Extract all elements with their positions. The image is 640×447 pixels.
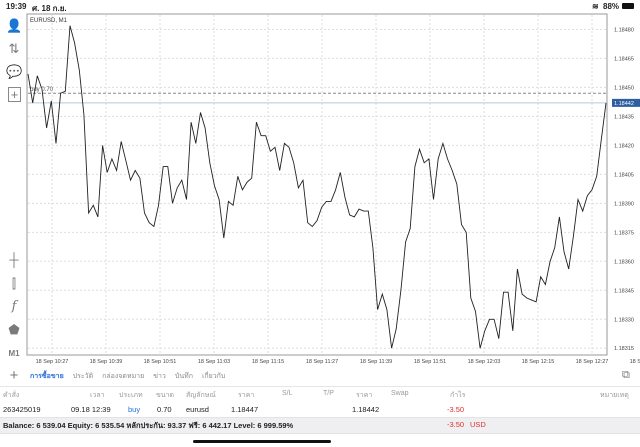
tab-history[interactable]: ประวัติ xyxy=(72,373,94,380)
symbol-label: EURUSD, M1 xyxy=(30,18,68,24)
order-price: 1.18442 xyxy=(352,405,380,414)
y-tick-label: 1.18330 xyxy=(614,317,634,323)
y-tick-label: 1.18405 xyxy=(614,172,634,178)
x-tick-label: 18 Sep 10:39 xyxy=(90,359,123,365)
objects-icon[interactable]: ⬟ xyxy=(8,322,20,337)
header-order: คำสั่ง xyxy=(3,392,20,399)
y-tick-label: 1.18480 xyxy=(614,27,634,33)
x-tick-label: 18 Sep 11:39 xyxy=(360,359,392,365)
x-tick-label: 18 Sep 12:39 xyxy=(630,359,640,365)
y-tick-label: 1.18420 xyxy=(614,143,634,149)
price-series-line xyxy=(27,25,607,349)
header-tp: T/P xyxy=(323,390,334,397)
x-tick-label: 18 Sep 11:51 xyxy=(414,359,446,365)
header-swap: Swap xyxy=(391,390,409,397)
order-type: buy xyxy=(128,405,141,414)
panel-layout-icon[interactable]: ⧉ xyxy=(622,369,630,381)
battery-percent: 88% xyxy=(603,2,620,11)
y-tick-label: 1.18360 xyxy=(614,259,634,265)
tab-journal[interactable]: บันทึก xyxy=(174,373,193,380)
price-chart[interactable]: 1.18480 1.18465 1.18450 1.18435 1.18420 1.184… xyxy=(0,0,640,368)
indicator-icon[interactable]: f xyxy=(11,299,17,314)
crosshair-icon[interactable]: ┼ xyxy=(9,252,19,267)
x-tick-label: 18 Sep 10:27 xyxy=(36,359,69,365)
x-tick-label: 18 Sep 11:15 xyxy=(252,359,284,365)
x-tick-label: 18 Sep 12:03 xyxy=(468,359,501,365)
y-tick-label: 1.18390 xyxy=(614,201,634,207)
home-indicator[interactable] xyxy=(193,440,331,443)
order-profit: -3.50 xyxy=(447,405,465,414)
x-tick-label: 18 Sep 11:27 xyxy=(306,359,338,365)
account-icon[interactable]: 👤 xyxy=(6,18,23,33)
header-type: ประเภท xyxy=(119,392,143,399)
header-symbol: สัญลักษณ์ xyxy=(186,392,216,399)
order-time: 09.18 12:39 xyxy=(71,405,111,414)
header-time: เวลา xyxy=(90,392,105,399)
battery-icon xyxy=(622,3,634,9)
order-id: 263425019 xyxy=(3,405,41,414)
header-open-price: ราคา xyxy=(238,392,255,399)
y-tick-label: 1.18345 xyxy=(614,288,634,294)
current-price-badge xyxy=(612,98,640,107)
header-volume: ขนาด xyxy=(156,392,175,399)
total-profit: -3.50 xyxy=(447,420,465,429)
new-order-icon[interactable]: + xyxy=(8,87,21,102)
profit-currency: USD xyxy=(470,420,486,429)
x-tick-label: 18 Sep 12:15 xyxy=(522,359,555,365)
header-comment: หมายเหตุ xyxy=(600,392,629,399)
divider xyxy=(0,386,640,387)
header-sl: S/L xyxy=(282,390,293,397)
bottom-tabs: การซื้อขาย ประวัติ กล่องจดหมาย ข่าว บันท… xyxy=(30,371,225,382)
order-symbol: eurusd xyxy=(186,405,209,414)
status-date: ศ. 18 ก.ย. xyxy=(32,4,67,13)
y-tick-label: 1.18435 xyxy=(614,114,634,120)
order-open-price: 1.18447 xyxy=(231,405,259,414)
header-price: ราคา xyxy=(356,392,373,399)
tab-mailbox[interactable]: กล่องจดหมาย xyxy=(102,373,145,380)
x-tick-label: 18 Sep 10:51 xyxy=(144,359,177,365)
header-profit: กำไร xyxy=(450,392,466,399)
y-tick-label: 1.18315 xyxy=(614,346,634,352)
trade-arrows-icon[interactable]: ⇅ xyxy=(8,41,20,56)
y-tick-label: 1.18450 xyxy=(614,85,634,91)
chart-type-icon[interactable]: ⫿ xyxy=(11,276,17,291)
current-price-value: 1.18442 xyxy=(614,101,634,107)
tab-news[interactable]: ข่าว xyxy=(153,373,166,380)
tab-about[interactable]: เกี่ยวกับ xyxy=(201,373,226,380)
wifi-icon: ≋ xyxy=(592,2,599,11)
timeframe-button[interactable]: M1 xyxy=(8,349,20,358)
status-time: 19:39 xyxy=(6,2,27,11)
y-tick-label: 1.18465 xyxy=(614,56,634,62)
order-volume: 0.70 xyxy=(157,405,172,414)
account-summary: Balance: 6 539.04 Equity: 6 535.54 หลักป… xyxy=(3,421,294,430)
tab-trade[interactable]: การซื้อขาย xyxy=(30,373,64,380)
chat-icon[interactable]: 💬 xyxy=(6,64,23,79)
add-icon[interactable]: + xyxy=(9,367,19,384)
x-tick-label: 18 Sep 12:27 xyxy=(576,359,609,365)
balance-bar xyxy=(0,417,640,434)
y-tick-label: 1.18375 xyxy=(614,230,634,236)
buy-label: buy 0.70 xyxy=(30,87,54,93)
chart-frame xyxy=(26,13,608,356)
x-tick-label: 18 Sep 11:03 xyxy=(198,359,230,365)
